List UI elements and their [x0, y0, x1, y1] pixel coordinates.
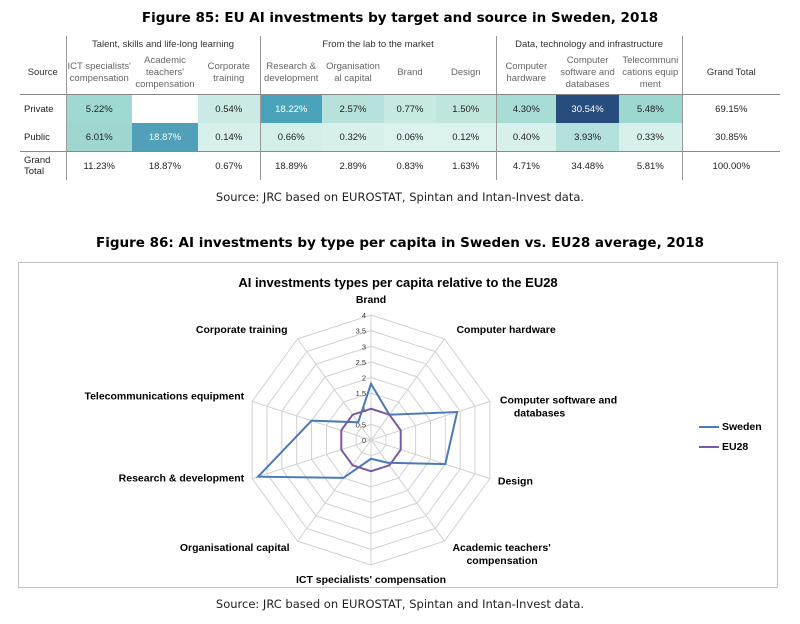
tick-label: 1 [362, 405, 366, 414]
legend-swatch-eu28 [699, 446, 719, 449]
table-cell: 5.48% [619, 94, 683, 123]
table-cell-total: 100.00% [681, 151, 781, 180]
category-label: Research & development [119, 473, 245, 485]
category-label: Telecommunications equipment [84, 390, 244, 402]
grid-spoke [370, 439, 445, 542]
group-header-talent: Talent, skills and life-long learning [65, 36, 260, 52]
column-header: Brand [384, 52, 436, 95]
table-cell: 0.12% [436, 123, 497, 152]
figure-86-source: Source: JRC based on EUROSTAT, Spintan a… [215, 597, 585, 611]
category-label: Computer hardware [456, 324, 555, 336]
table-cell: 0.54% [198, 94, 260, 123]
table-cell: 34.48% [556, 151, 620, 180]
figure-85-source: Source: JRC based on EUROSTAT, Spintan a… [215, 190, 585, 204]
figure-85-title: Figure 85: EU AI investments by target a… [141, 10, 659, 26]
tick-label: 3.5 [356, 327, 366, 336]
category-label: ICT specialists' compensation [296, 574, 446, 586]
category-label: Brand [356, 294, 386, 306]
figure-86-title: Figure 86: AI investments by type per ca… [96, 235, 704, 251]
table-cell: 5.22% [65, 94, 132, 123]
table-cell: 0.67% [198, 151, 260, 180]
table-cell: 0.83% [384, 151, 436, 180]
category-label: Computer software and databases [500, 394, 617, 419]
row-label: Private [24, 103, 54, 115]
column-header: ICT specialists' compensation [65, 52, 132, 95]
group-header-lab: From the lab to the market [259, 36, 497, 52]
table-cell: 3.93% [556, 123, 620, 152]
column-header: Computer software and databases [556, 52, 620, 95]
category-label: Academic teachers' compensation [452, 542, 550, 567]
table-cell: 30.54% [556, 94, 620, 123]
table-cell: 2.57% [322, 94, 384, 123]
table-cell-total: 69.15% [681, 94, 781, 123]
radar-chart-area: AI investments types per capita relative… [18, 262, 778, 588]
chart-title: AI investments types per capita relative… [238, 275, 557, 290]
table-cell: 18.87% [132, 151, 198, 180]
table-cell: 0.06% [384, 123, 436, 152]
group-header-data: Data, technology and infrastructure [495, 36, 683, 52]
table-cell: 18.87% [132, 123, 198, 152]
table-cell: 1.63% [436, 151, 497, 180]
column-header: Computer hardware [495, 52, 557, 95]
tick-label: 4 [362, 311, 366, 320]
table-cell-total: 30.85% [681, 123, 781, 152]
series-line-eu28 [340, 407, 402, 473]
legend-label: EU28 [722, 441, 749, 453]
grid-spoke [370, 338, 445, 441]
table-row-public: Public 6.01% 18.87% 0.14% 0.66% 0.32% 0.… [20, 123, 781, 152]
row-label: Public [24, 131, 50, 143]
table-cell: 0.33% [619, 123, 683, 152]
column-header: Research & development [259, 52, 322, 95]
grid-spoke [297, 439, 372, 542]
grid-spoke [370, 400, 491, 441]
legend-label: Sweden [722, 421, 762, 433]
table-cell: 0.77% [384, 94, 436, 123]
legend-item-sweden: Sweden [699, 421, 762, 433]
legend-swatch-sweden [699, 426, 719, 429]
table-row-private: Private 5.22% 0.54% 18.22% 2.57% 0.77% 1… [20, 94, 781, 123]
column-header-source: Source [20, 52, 66, 95]
series-line-sweden [255, 381, 459, 479]
table-row-grand-total: Grand Total 11.23% 18.87% 0.67% 18.89% 2… [20, 151, 781, 180]
table-cell: 0.66% [259, 123, 322, 152]
category-label: Design [498, 476, 533, 488]
table-cell: 11.23% [65, 151, 132, 180]
table-cell: 18.89% [259, 151, 322, 180]
legend-item-eu28: EU28 [699, 441, 748, 453]
tick-label: 0 [362, 436, 366, 445]
table-cell: 4.71% [495, 151, 557, 180]
row-label: Grand Total [20, 151, 66, 180]
column-header: Telecommuni cations equip ment [619, 52, 683, 95]
table-cell [132, 94, 198, 123]
category-label: Organisational capital [180, 542, 290, 554]
table-cell: 2.89% [322, 151, 384, 180]
table-cell: 4.30% [495, 94, 557, 123]
table-cell: 0.32% [322, 123, 384, 152]
table-cell: 0.14% [198, 123, 260, 152]
grid-spoke [251, 439, 372, 480]
column-header: Organisation al capital [322, 52, 384, 95]
investment-table: Talent, skills and life-long learning Fr… [20, 36, 781, 180]
tick-label: 3 [362, 342, 366, 351]
tick-label: 2 [362, 374, 366, 383]
table-cell: 5.81% [619, 151, 683, 180]
tick-label: 2.5 [356, 358, 366, 367]
radar-chart: AI investments types per capita relative… [84, 275, 617, 586]
tick-label: 1.5 [356, 389, 366, 398]
table-cell: 18.22% [259, 94, 322, 123]
category-label: Corporate training [196, 324, 288, 336]
table-cell: 6.01% [65, 123, 132, 152]
tick-label: 0.5 [356, 420, 366, 429]
column-header: Academic teachers' compensation [132, 52, 198, 95]
column-header: Corporate training [198, 52, 260, 95]
table-cell: 0.40% [495, 123, 557, 152]
column-header: Design [436, 52, 497, 95]
table-cell: 1.50% [436, 94, 497, 123]
grid-spoke [370, 439, 491, 480]
column-header-grand-total: Grand Total [681, 52, 781, 95]
